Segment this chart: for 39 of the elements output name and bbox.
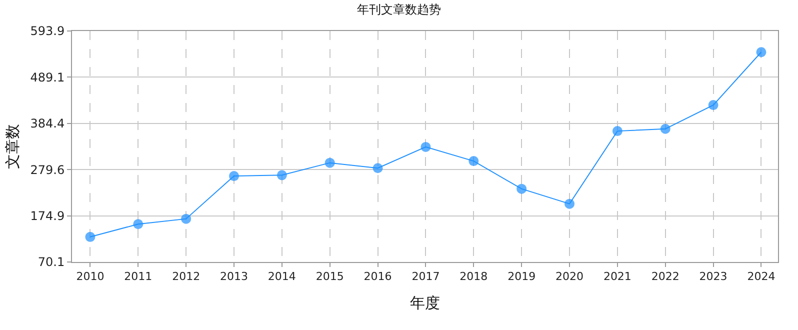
x-axis-title: 年度 <box>410 294 440 312</box>
point <box>276 170 287 180</box>
y-tick-label: 174.9 <box>30 208 65 223</box>
x-tick-label: 2012 <box>172 270 200 284</box>
chart-title: 年刊文章数趋势 <box>357 2 441 16</box>
x-tick-label: 2013 <box>220 270 248 284</box>
y-tick-label: 593.9 <box>30 24 65 38</box>
point <box>708 100 718 110</box>
x-tick-label: 2022 <box>651 270 680 284</box>
y-tick-label: 489.1 <box>30 70 65 84</box>
y-tick-label: 279.6 <box>30 162 65 177</box>
x-tick-label: 2024 <box>747 270 776 284</box>
y-axis-title: 文章数 <box>3 124 22 169</box>
x-tick-label: 2019 <box>508 270 536 284</box>
point <box>660 124 670 134</box>
point <box>181 214 192 224</box>
y-tick-label: 384.4 <box>30 116 65 131</box>
point <box>133 219 144 230</box>
point <box>612 126 622 136</box>
x-tick-label: 2015 <box>316 270 344 284</box>
x-tick-label: 2014 <box>268 270 296 284</box>
x-tick-label: 2021 <box>603 270 632 284</box>
point <box>516 184 527 194</box>
point <box>85 232 96 242</box>
point <box>756 47 766 58</box>
point <box>420 142 431 152</box>
x-tick-label: 2016 <box>364 270 392 284</box>
point <box>229 171 239 182</box>
x-tick-label: 2011 <box>124 270 152 284</box>
point <box>324 158 335 168</box>
point <box>468 156 479 166</box>
x-tick-label: 2017 <box>412 270 440 284</box>
x-tick-label: 2023 <box>699 270 728 284</box>
point <box>372 163 383 174</box>
point <box>564 198 575 209</box>
x-tick-label: 2020 <box>556 270 584 284</box>
y-tick-label: 70.1 <box>38 255 65 270</box>
x-tick-label: 2010 <box>76 270 104 284</box>
x-tick-label: 2018 <box>460 270 488 284</box>
